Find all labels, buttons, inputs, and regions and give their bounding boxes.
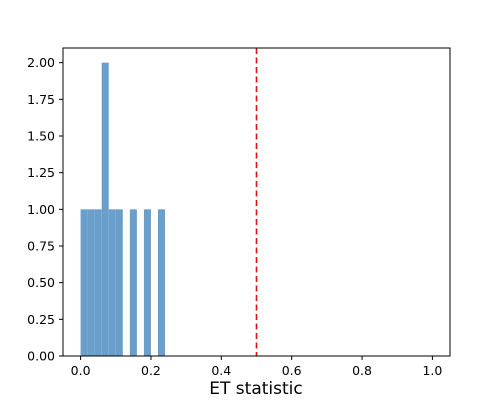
y-tick-label: 0.00 [27,349,55,364]
histogram-bar [87,209,95,356]
histogram-bar [157,209,166,356]
y-axis: 0.00 0.25 0.50 0.75 1.00 1.25 1.50 1.75 2.00 [27,55,63,364]
histogram-bar [94,209,102,356]
histogram-bars [80,62,166,357]
y-tick-label: 0.75 [27,239,55,254]
histogram-bar [108,209,116,356]
y-tick-label: 1.50 [27,129,55,144]
x-tick-label: 0.8 [352,363,372,378]
x-tick-label: 1.0 [422,363,442,378]
histogram-bar [129,209,137,356]
x-tick-label: 0.0 [71,363,91,378]
histogram-bar [101,62,109,357]
y-tick-label: 1.25 [27,165,55,180]
plot-frame [62,47,451,357]
y-tick-label: 1.00 [27,202,55,217]
x-axis-label: ET statistic [209,379,302,399]
x-tick-label: 0.2 [141,363,161,378]
y-tick-label: 2.00 [27,55,55,70]
x-tick-label: 0.4 [211,363,231,378]
x-tick-label: 0.6 [282,363,302,378]
y-tick-label: 1.75 [27,92,55,107]
histogram-bar [143,209,151,356]
y-tick-label: 0.25 [27,312,55,327]
histogram-bar [80,209,88,356]
x-axis: 0.0 0.2 0.4 0.6 0.8 1.0 [71,356,442,378]
histogram-bar [115,209,123,356]
y-tick-label: 0.50 [27,275,55,290]
